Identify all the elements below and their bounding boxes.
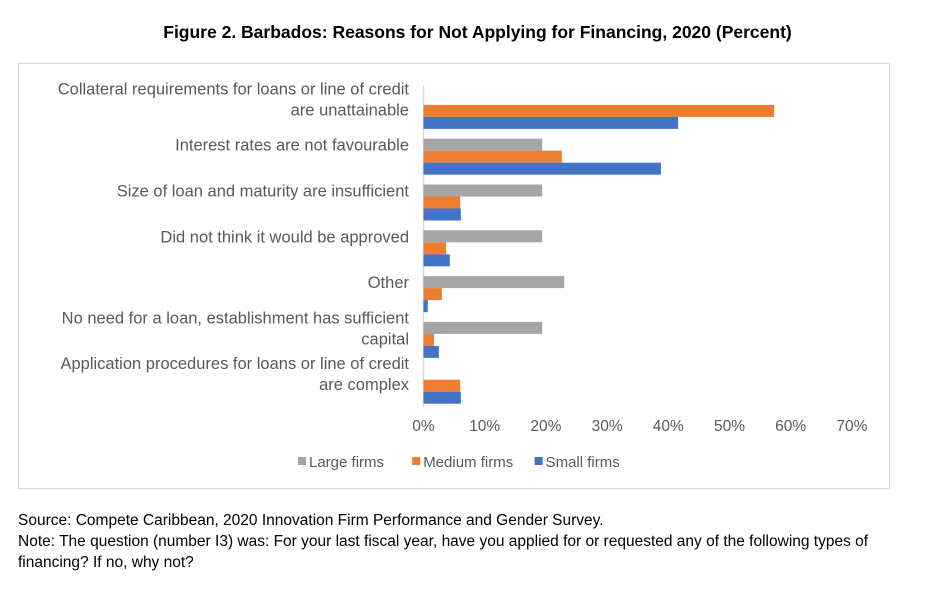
category-label: Application procedures for loans or line…: [60, 355, 409, 373]
legend-swatch: [534, 457, 543, 465]
x-tick-label: 60%: [775, 418, 806, 435]
bar-medium-firms: [423, 242, 447, 255]
category-label: Other: [368, 274, 410, 292]
x-tick-label: 70%: [836, 418, 867, 435]
legend-label: Large firms: [309, 454, 384, 471]
category-label: are complex: [319, 376, 410, 394]
source-text: Source: Compete Caribbean, 2020 Innovati…: [18, 512, 604, 529]
x-tick-label: 20%: [530, 418, 561, 435]
chart-title: Figure 2. Barbados: Reasons for Not Appl…: [163, 22, 792, 42]
x-tick-label: 10%: [469, 418, 500, 435]
bar-medium-firms: [423, 150, 562, 163]
category-label: capital: [361, 330, 409, 348]
category-label: Size of loan and maturity are insufficie…: [117, 183, 410, 201]
x-tick-label: 40%: [653, 418, 684, 435]
category-label: No need for a loan, establishment has su…: [62, 309, 410, 327]
bar-large-firms: [423, 321, 543, 334]
bar-small-firms: [423, 116, 679, 129]
bar-medium-firms: [423, 196, 461, 209]
bar-medium-firms: [423, 379, 461, 392]
category-label: Collateral requirements for loans or lin…: [58, 80, 410, 98]
bar-small-firms: [423, 162, 661, 175]
bar-small-firms: [423, 345, 439, 358]
bar-medium-firms: [423, 288, 442, 301]
bar-large-firms: [423, 138, 543, 151]
legend-swatch: [298, 457, 306, 465]
legend-swatch: [412, 457, 421, 465]
bar-large-firms: [423, 230, 543, 243]
bar-large-firms: [423, 184, 543, 197]
chart-area: [18, 63, 890, 489]
bar-large-firms: [423, 276, 565, 289]
legend-label: Small firms: [546, 454, 620, 471]
bar-medium-firms: [423, 333, 434, 346]
bar-small-firms: [423, 300, 428, 313]
legend-label: Medium firms: [423, 454, 513, 471]
category-label: are unattainable: [291, 101, 409, 119]
note-text: Note: The question (number I3) was: For …: [18, 533, 869, 571]
bar-small-firms: [423, 391, 461, 404]
category-label: Did not think it would be approved: [160, 228, 409, 246]
category-label: Interest rates are not favourable: [175, 137, 409, 155]
x-tick-label: 0%: [412, 418, 435, 435]
bar-small-firms: [423, 254, 450, 267]
x-tick-label: 30%: [592, 418, 623, 435]
bar-small-firms: [423, 208, 461, 221]
bar-medium-firms: [423, 104, 775, 117]
x-tick-label: 50%: [714, 418, 745, 435]
